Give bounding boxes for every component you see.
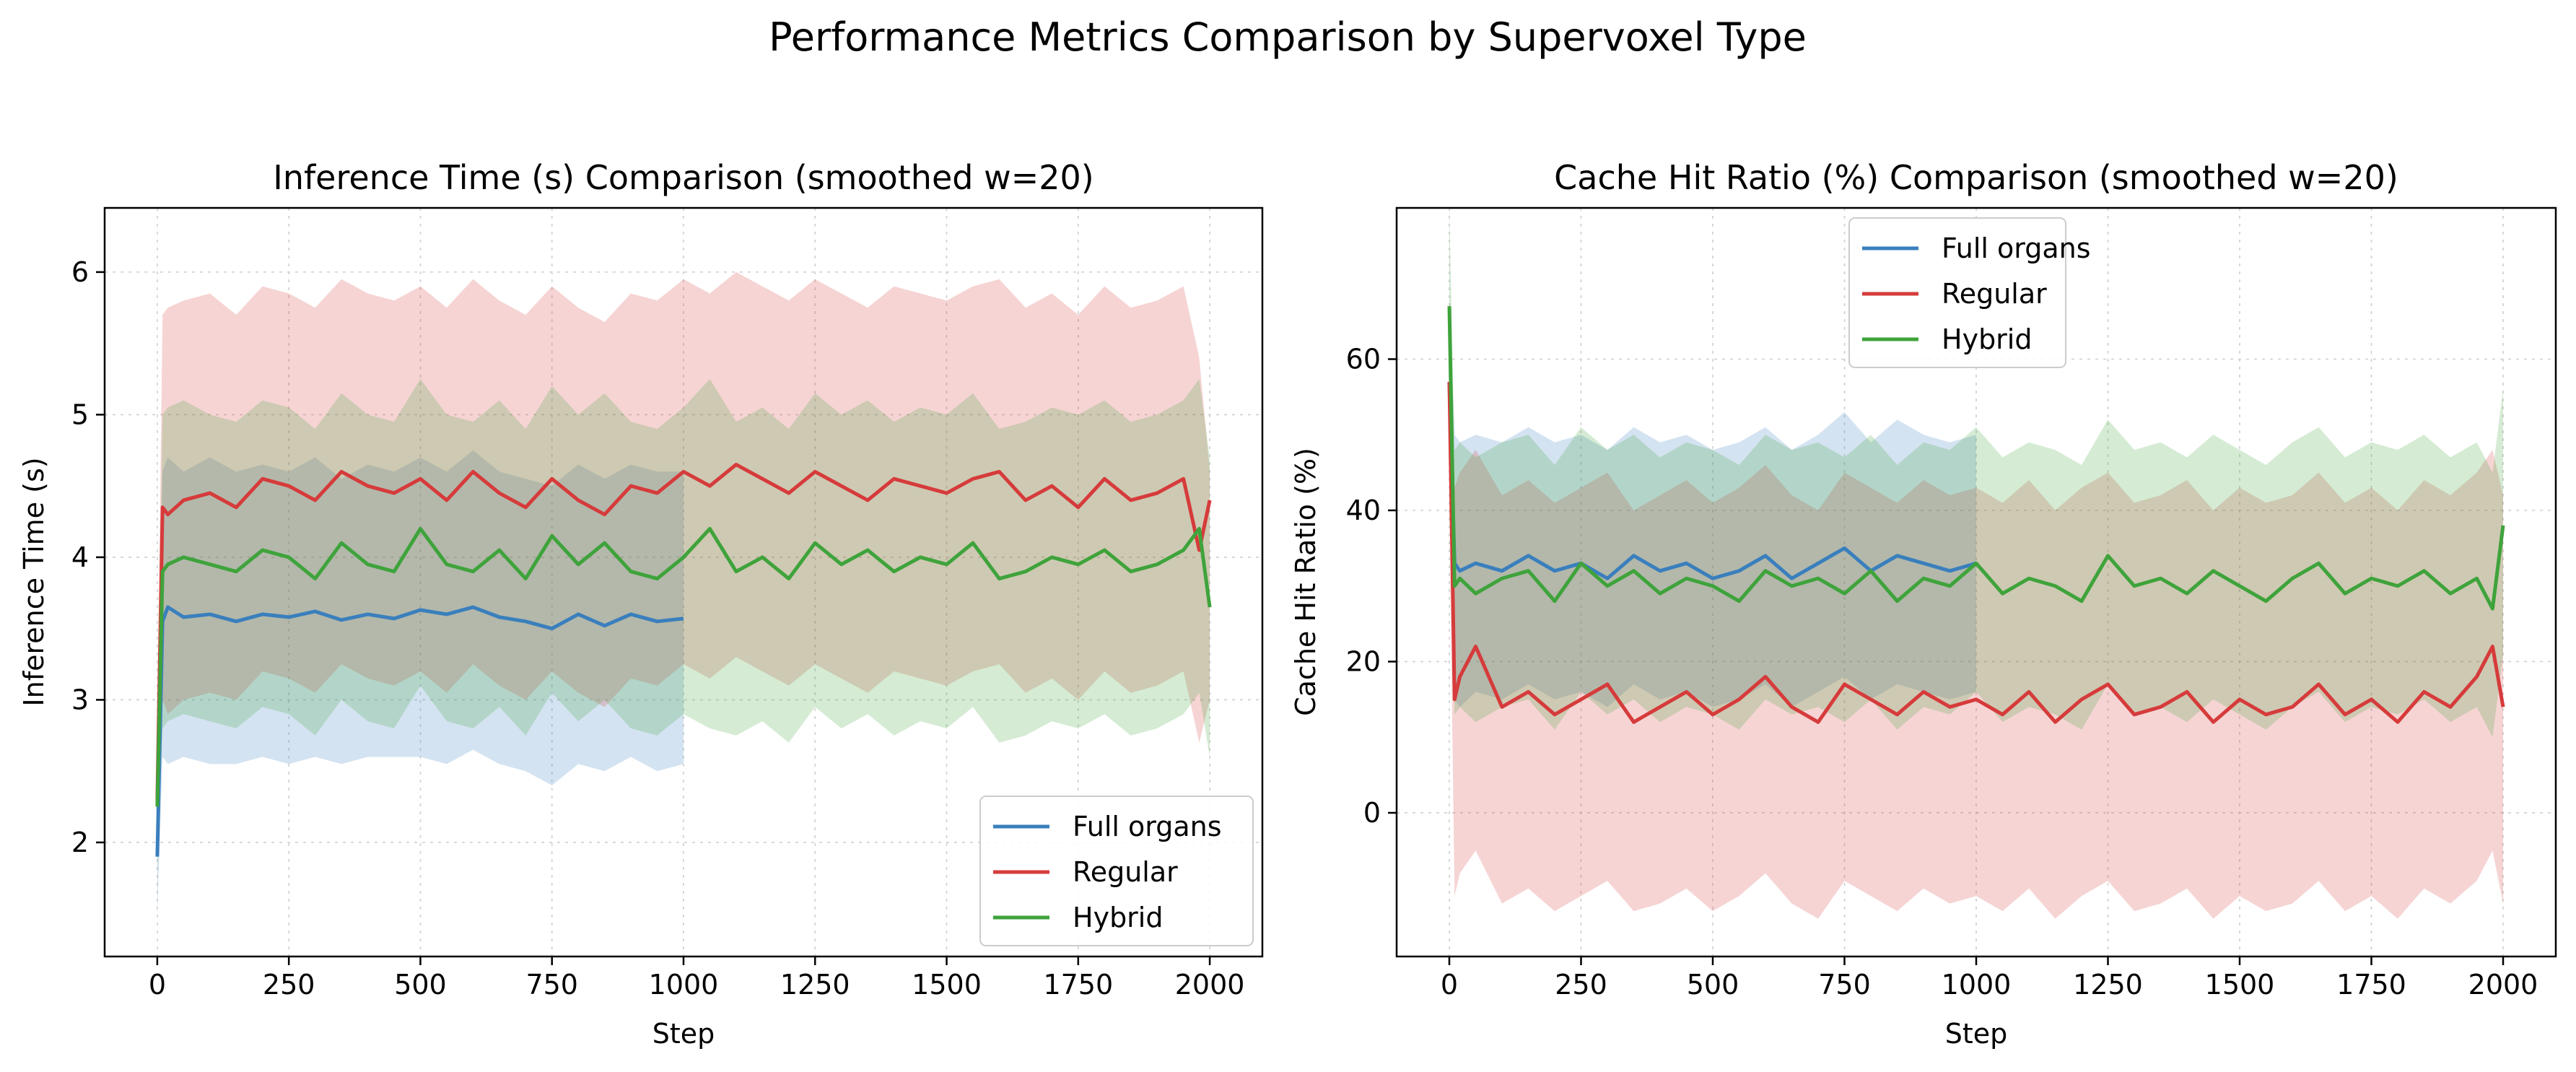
legend-box bbox=[979, 796, 1254, 946]
x-tick-label: 2000 bbox=[2468, 969, 2538, 1001]
y-tick-label: 6 bbox=[71, 256, 89, 288]
line-regular bbox=[1447, 381, 2505, 724]
x-axis-label: Step bbox=[652, 1018, 715, 1050]
grid bbox=[105, 208, 1262, 956]
y-tick-label: 60 bbox=[1346, 343, 1381, 375]
legend-label-full-organs: Full organs bbox=[1073, 811, 1222, 842]
std-bands bbox=[1449, 208, 2503, 919]
x-axis-ticks: 0 250 500 750 1000 1250 1500 1750 2000 bbox=[149, 956, 1245, 1001]
x-tick-label: 1750 bbox=[1043, 969, 1113, 1001]
line-hybrid bbox=[155, 526, 1212, 807]
legend-box bbox=[1848, 217, 2066, 368]
chart-title: Inference Time (s) Comparison (smoothed … bbox=[273, 158, 1093, 197]
x-tick-label: 250 bbox=[1555, 969, 1607, 1001]
band-hybrid bbox=[157, 379, 1210, 871]
y-tick-label: 5 bbox=[71, 398, 89, 430]
x-tick-label: 750 bbox=[525, 969, 578, 1001]
chart-title: Cache Hit Ratio (%) Comparison (smoothed… bbox=[1554, 158, 2398, 197]
line-hybrid bbox=[1447, 306, 2505, 611]
chart-inference-time: Inference Time (s) Comparison (smoothed … bbox=[18, 158, 1264, 1050]
band-regular bbox=[1449, 344, 2503, 919]
y-axis-label: Cache Hit Ratio (%) bbox=[1290, 448, 1322, 716]
x-tick-label: 250 bbox=[263, 969, 315, 1001]
legend-label-hybrid: Hybrid bbox=[1073, 902, 1163, 933]
x-tick-label: 0 bbox=[1441, 969, 1458, 1001]
x-tick-label: 1500 bbox=[912, 969, 982, 1001]
chart-cache-hit-ratio: Cache Hit Ratio (%) Comparison (smoothed… bbox=[1290, 158, 2557, 1050]
figure-suptitle: Performance Metrics Comparison by Superv… bbox=[769, 14, 1807, 60]
y-axis-ticks: 2 3 4 5 6 bbox=[71, 256, 105, 858]
x-axis-ticks: 0 250 500 750 1000 1250 1500 1750 2000 bbox=[1441, 956, 2538, 1001]
band-full-organs bbox=[1449, 298, 1976, 707]
band-hybrid bbox=[1449, 208, 2503, 738]
x-axis-label: Step bbox=[1945, 1018, 2008, 1050]
x-tick-label: 1250 bbox=[2073, 969, 2143, 1001]
y-tick-label: 20 bbox=[1346, 645, 1381, 677]
x-tick-label: 1750 bbox=[2336, 969, 2406, 1001]
band-full-organs bbox=[157, 450, 684, 914]
line-full-organs bbox=[1447, 381, 1977, 580]
x-tick-label: 750 bbox=[1818, 969, 1871, 1001]
y-axis-ticks: 0 20 40 60 bbox=[1346, 343, 1397, 829]
x-tick-label: 500 bbox=[394, 969, 447, 1001]
series-lines bbox=[1447, 306, 2505, 724]
y-tick-label: 40 bbox=[1346, 494, 1381, 526]
legend: Full organs Regular Hybrid bbox=[979, 796, 1254, 946]
y-tick-label: 4 bbox=[71, 541, 89, 573]
y-axis-label: Inference Time (s) bbox=[18, 457, 50, 706]
x-tick-label: 1000 bbox=[649, 969, 719, 1001]
y-tick-label: 0 bbox=[1363, 797, 1381, 829]
band-regular bbox=[157, 271, 1210, 857]
x-tick-label: 1250 bbox=[780, 969, 850, 1001]
legend-label-full-organs: Full organs bbox=[1942, 232, 2091, 264]
std-bands bbox=[157, 271, 1210, 914]
legend-label-regular: Regular bbox=[1073, 856, 1178, 888]
line-full-organs bbox=[155, 605, 684, 857]
x-tick-label: 500 bbox=[1687, 969, 1739, 1001]
legend-label-hybrid: Hybrid bbox=[1942, 323, 2033, 355]
legend: Full organs Regular Hybrid bbox=[1848, 217, 2091, 368]
y-tick-label: 3 bbox=[71, 684, 89, 715]
x-tick-label: 1500 bbox=[2205, 969, 2275, 1001]
legend-label-regular: Regular bbox=[1942, 278, 2047, 310]
x-tick-label: 1000 bbox=[1942, 969, 2012, 1001]
line-regular bbox=[155, 463, 1212, 800]
x-tick-label: 2000 bbox=[1175, 969, 1245, 1001]
series-lines bbox=[155, 463, 1212, 857]
y-tick-label: 2 bbox=[71, 827, 89, 858]
x-tick-label: 0 bbox=[149, 969, 166, 1001]
